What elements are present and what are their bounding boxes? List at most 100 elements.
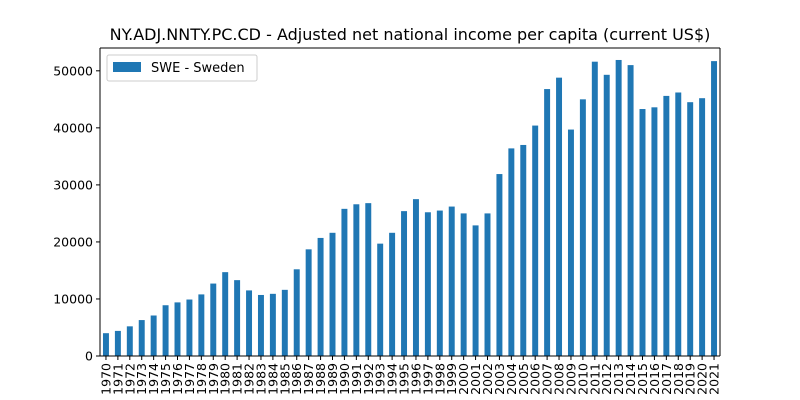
x-tick-label: 1975 bbox=[158, 363, 173, 395]
bar-1981 bbox=[234, 280, 241, 356]
bar-2005 bbox=[520, 144, 527, 356]
x-tick-label: 1979 bbox=[206, 363, 221, 395]
bar-2000 bbox=[460, 213, 467, 356]
bar-2006 bbox=[532, 125, 539, 356]
bar-1974 bbox=[150, 315, 157, 356]
bar-2008 bbox=[556, 77, 563, 356]
x-tick-label: 2020 bbox=[695, 363, 710, 395]
x-tick-label: 2007 bbox=[540, 363, 555, 395]
bar-2007 bbox=[544, 89, 551, 356]
x-tick-label: 1988 bbox=[313, 363, 328, 395]
x-tick-label: 2004 bbox=[504, 363, 519, 395]
bar-1990 bbox=[341, 208, 348, 356]
x-tick-label: 1996 bbox=[408, 363, 423, 395]
bar-1996 bbox=[412, 199, 419, 356]
bar-1998 bbox=[436, 210, 443, 356]
y-tick-label: 20000 bbox=[53, 234, 93, 249]
bar-1999 bbox=[448, 206, 455, 356]
bar-1997 bbox=[424, 212, 431, 356]
bar-2015 bbox=[639, 109, 646, 356]
x-tick-label: 1980 bbox=[218, 363, 233, 395]
x-tick-label: 1994 bbox=[385, 363, 400, 395]
bar-1984 bbox=[269, 293, 276, 356]
x-tick-label: 1998 bbox=[432, 363, 447, 395]
bar-1978 bbox=[198, 294, 205, 356]
x-tick-label: 1983 bbox=[253, 363, 268, 395]
bar-1979 bbox=[210, 283, 217, 356]
y-axis: 0 10000 20000 30000 40000 50000 bbox=[53, 63, 100, 364]
chart-title: NY.ADJ.NNTY.PC.CD - Adjusted net nationa… bbox=[110, 25, 711, 44]
bar-2012 bbox=[603, 74, 610, 356]
bar-2021 bbox=[711, 61, 718, 357]
x-tick-label: 1993 bbox=[373, 363, 388, 395]
x-tick-label: 1995 bbox=[397, 363, 412, 395]
x-tick-label: 1989 bbox=[325, 363, 340, 395]
x-tick-label: 1973 bbox=[134, 363, 149, 395]
bar-1995 bbox=[401, 211, 408, 356]
x-tick-label: 1971 bbox=[110, 363, 125, 395]
x-tick-label: 2002 bbox=[480, 363, 495, 395]
x-tick-label: 1986 bbox=[289, 363, 304, 395]
bar-2020 bbox=[699, 98, 706, 356]
bar-1985 bbox=[281, 289, 288, 356]
x-tick-label: 1977 bbox=[182, 363, 197, 395]
plot-frame bbox=[99, 47, 721, 357]
x-tick-label: 1992 bbox=[361, 363, 376, 395]
bar-2009 bbox=[567, 129, 574, 356]
x-tick-label: 2021 bbox=[707, 363, 722, 395]
x-tick-label: 1978 bbox=[194, 363, 209, 395]
x-tick-label: 2018 bbox=[671, 363, 686, 395]
y-tick-label: 0 bbox=[85, 349, 93, 364]
bar-2011 bbox=[591, 61, 598, 356]
bar-1973 bbox=[138, 320, 145, 356]
bar-1982 bbox=[246, 290, 253, 356]
x-tick-label: 1982 bbox=[242, 363, 257, 395]
bars-group bbox=[102, 59, 718, 357]
bar-1986 bbox=[293, 269, 300, 356]
x-tick-label: 2001 bbox=[468, 363, 483, 395]
bar-1987 bbox=[305, 249, 312, 356]
bar-1975 bbox=[162, 305, 169, 356]
bar-1989 bbox=[329, 232, 336, 356]
x-tick-label: 2017 bbox=[659, 363, 674, 395]
bar-1970 bbox=[102, 333, 109, 356]
x-tick-label: 2012 bbox=[599, 363, 614, 395]
x-tick-label: 2019 bbox=[683, 363, 698, 395]
x-tick-label: 2005 bbox=[516, 363, 531, 395]
x-tick-label: 2010 bbox=[575, 363, 590, 395]
bar-1972 bbox=[126, 326, 133, 356]
x-tick-label: 1976 bbox=[170, 363, 185, 395]
legend-box bbox=[106, 54, 258, 82]
bar-1971 bbox=[114, 330, 121, 356]
x-tick-label: 2000 bbox=[456, 363, 471, 395]
bar-2018 bbox=[675, 92, 682, 357]
x-tick-label: 2003 bbox=[492, 363, 507, 395]
x-tick-label: 2008 bbox=[552, 363, 567, 395]
bar-2004 bbox=[508, 148, 515, 356]
x-tick-label: 1991 bbox=[349, 363, 364, 395]
x-tick-label: 1997 bbox=[420, 363, 435, 395]
x-tick-label: 1974 bbox=[146, 363, 161, 395]
bar-2002 bbox=[484, 213, 491, 356]
x-tick-label: 2011 bbox=[587, 363, 602, 395]
bar-2003 bbox=[496, 174, 503, 356]
x-tick-label: 1987 bbox=[301, 363, 316, 395]
x-tick-label: 1999 bbox=[444, 363, 459, 395]
bar-1994 bbox=[389, 232, 396, 356]
bar-2010 bbox=[579, 99, 586, 356]
legend-swatch bbox=[113, 62, 141, 72]
bar-2017 bbox=[663, 95, 670, 356]
bar-2001 bbox=[472, 225, 479, 356]
y-tick-label: 50000 bbox=[53, 63, 93, 78]
bar-1988 bbox=[317, 237, 324, 356]
x-tick-label: 1985 bbox=[277, 363, 292, 395]
x-tick-label: 1981 bbox=[230, 363, 245, 395]
x-tick-label: 2014 bbox=[623, 363, 638, 395]
x-tick-label: 1984 bbox=[265, 363, 280, 395]
bar-2019 bbox=[687, 102, 694, 356]
y-tick-label: 30000 bbox=[53, 177, 93, 192]
bar-1992 bbox=[365, 203, 372, 356]
legend-label: SWE - Sweden bbox=[151, 61, 245, 76]
bar-1983 bbox=[257, 294, 264, 356]
